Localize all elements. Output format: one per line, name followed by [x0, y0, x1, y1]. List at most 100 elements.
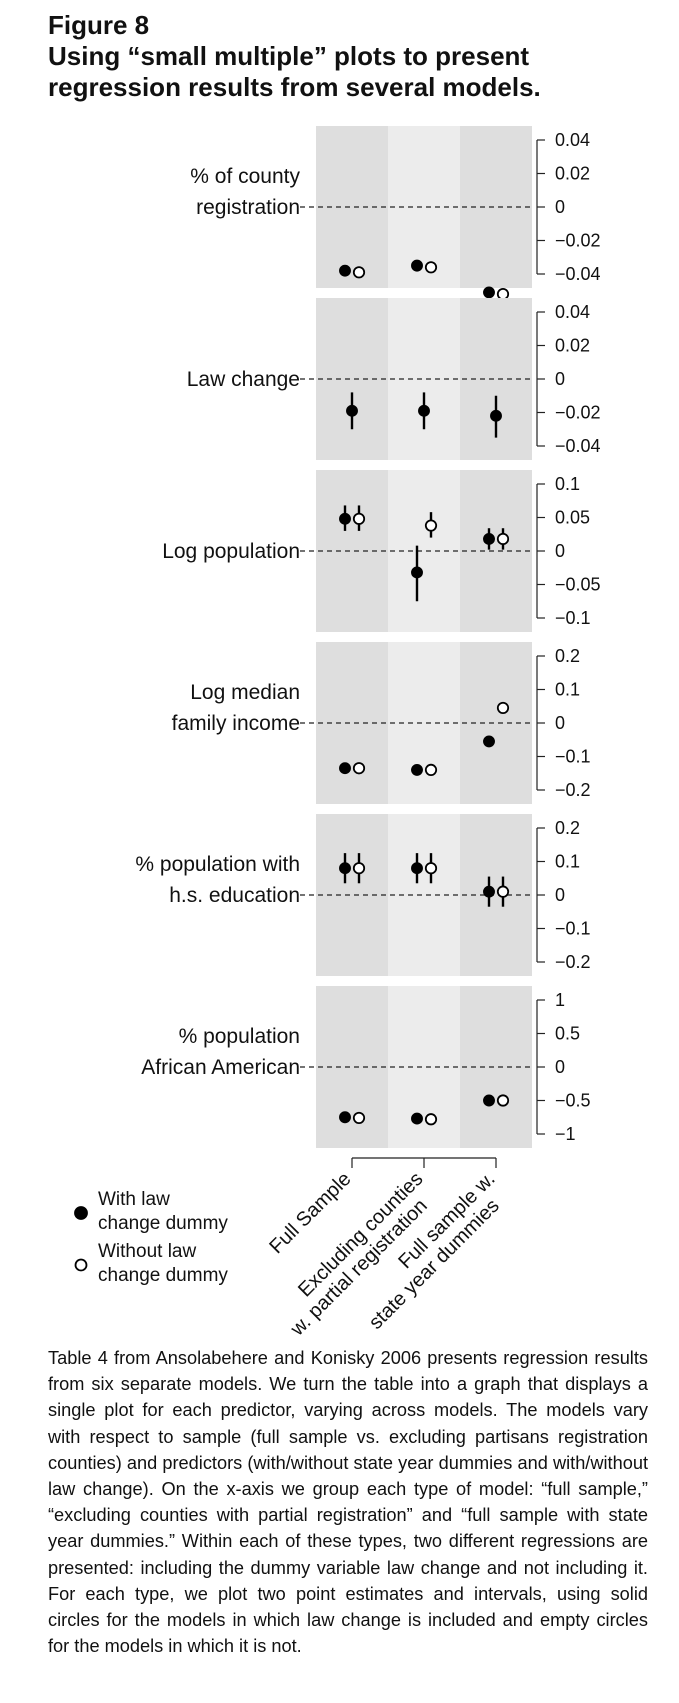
with-dummy-point	[411, 763, 423, 776]
figure-title: Figure 8 Using “small multiple” plots to…	[48, 10, 668, 103]
panel-column-bg	[316, 126, 388, 288]
with-dummy-point	[339, 264, 351, 277]
y-tick-label: −0.2	[555, 780, 591, 800]
panel-5: 0.2 0.1 0 −0.1 −0.2 % population with h.s. edu…	[135, 814, 591, 976]
predictor-label: African American	[141, 1056, 300, 1079]
with-dummy-point	[411, 1112, 423, 1125]
legend-filled-marker	[74, 1206, 88, 1220]
without-dummy-point	[352, 512, 366, 525]
without-dummy-point	[424, 763, 438, 777]
x-axis	[351, 1157, 497, 1168]
with-dummy-point	[339, 762, 351, 775]
y-tick-label: −0.05	[555, 575, 601, 595]
y-tick-label: 0.02	[555, 336, 590, 356]
with-dummy-point	[483, 532, 495, 545]
with-dummy-point	[411, 566, 423, 579]
without-dummy-point	[424, 261, 438, 274]
y-tick-label: −0.5	[555, 1091, 591, 1111]
without-dummy-point	[352, 762, 366, 775]
without-dummy-point	[352, 266, 366, 279]
legend-label: change dummy	[98, 1213, 228, 1234]
panel-column-bg	[388, 814, 460, 976]
predictor-label: family income	[172, 712, 300, 735]
y-tick-label: 0	[555, 197, 565, 217]
panel-column-bg	[388, 126, 460, 288]
with-dummy-point	[339, 512, 351, 525]
y-tick-label: 0.05	[555, 508, 590, 528]
y-tick-label: −0.1	[555, 747, 591, 767]
y-tick-label: −0.02	[555, 231, 601, 251]
predictor-label: Law change	[187, 368, 300, 391]
y-tick-label: −0.2	[555, 952, 591, 972]
y-tick-label: 0	[555, 369, 565, 389]
y-tick-label: 0.02	[555, 164, 590, 184]
predictor-label: % population with	[135, 853, 300, 876]
panel-column-bg	[316, 814, 388, 976]
y-tick-label: 0.1	[555, 680, 580, 700]
predictor-label: Log population	[162, 540, 300, 563]
with-dummy-point	[411, 862, 423, 875]
panel-6: 1 0.5 0 −0.5 −1 % population African American	[141, 986, 591, 1148]
predictor-label: Log median	[190, 681, 300, 704]
y-tick-label: 0	[555, 713, 565, 733]
panel-column-bg	[460, 986, 532, 1148]
figure-label: Figure 8	[48, 10, 150, 40]
y-tick-label: 0.5	[555, 1024, 580, 1044]
predictor-label: h.s. education	[169, 884, 300, 907]
panel-column-bg	[388, 986, 460, 1148]
y-tick-label: 0.1	[555, 852, 580, 872]
with-dummy-point	[483, 735, 495, 748]
panel-column-bg	[316, 298, 388, 460]
panel-1: 0.04 0.02 0 −0.02 −0.04 % of county registrati…	[190, 126, 601, 301]
panel-4: 0.2 0.1 0 −0.1 −0.2 Log median family income	[172, 642, 591, 804]
without-dummy-point	[496, 287, 510, 301]
legend-label: change dummy	[98, 1265, 228, 1286]
y-tick-label: −0.1	[555, 919, 591, 939]
with-dummy-point	[490, 409, 502, 422]
y-tick-label: 0	[555, 885, 565, 905]
y-tick-label: 0	[555, 1057, 565, 1077]
figure-heading: Using “small multiple” plots to present …	[48, 41, 541, 102]
panel-column-bg	[460, 642, 532, 804]
y-tick-label: 0.2	[555, 646, 580, 666]
with-dummy-point	[339, 1111, 351, 1124]
y-tick-label: −1	[555, 1124, 576, 1144]
without-dummy-point	[496, 701, 510, 715]
y-tick-label: −0.04	[555, 436, 601, 456]
panel-column-bg	[460, 470, 532, 632]
panel-column-bg	[460, 814, 532, 976]
without-dummy-point	[496, 1094, 510, 1107]
panel-column-bg	[388, 470, 460, 632]
without-dummy-point	[424, 862, 438, 875]
small-multiples-chart: 0.04 0.02 0 −0.02 −0.04 % of county registrati…	[74, 126, 601, 1340]
with-dummy-point	[418, 404, 430, 417]
y-tick-label: 0.04	[555, 130, 590, 150]
panel-column-bg	[388, 298, 460, 460]
panel-column-bg	[316, 986, 388, 1148]
with-dummy-point	[483, 286, 495, 299]
without-dummy-point	[424, 1113, 438, 1126]
without-dummy-point	[352, 1111, 366, 1125]
panel-column-bg	[316, 470, 388, 632]
panel-column-bg	[460, 126, 532, 288]
panel-column-bg	[316, 642, 388, 804]
with-dummy-point	[346, 404, 358, 417]
with-dummy-point	[411, 259, 423, 272]
y-tick-label: 0.1	[555, 474, 580, 494]
without-dummy-point	[352, 862, 366, 875]
y-tick-label: 0.04	[555, 302, 590, 322]
panel-column-bg	[388, 642, 460, 804]
with-dummy-point	[339, 862, 351, 875]
legend-label: Without law	[98, 1241, 196, 1262]
y-tick-label: 0.2	[555, 818, 580, 838]
legend-label: With law	[98, 1189, 170, 1210]
y-tick-label: −0.02	[555, 403, 601, 423]
without-dummy-point	[496, 532, 510, 546]
y-tick-label: 1	[555, 990, 565, 1010]
panel-2: 0.04 0.02 0 −0.02 −0.04 Law change	[187, 298, 601, 460]
predictor-label: % of county	[190, 165, 300, 188]
without-dummy-point	[424, 519, 438, 532]
y-tick-label: −0.04	[555, 264, 601, 284]
predictor-label: registration	[196, 196, 300, 219]
legend-open-marker	[74, 1258, 88, 1272]
